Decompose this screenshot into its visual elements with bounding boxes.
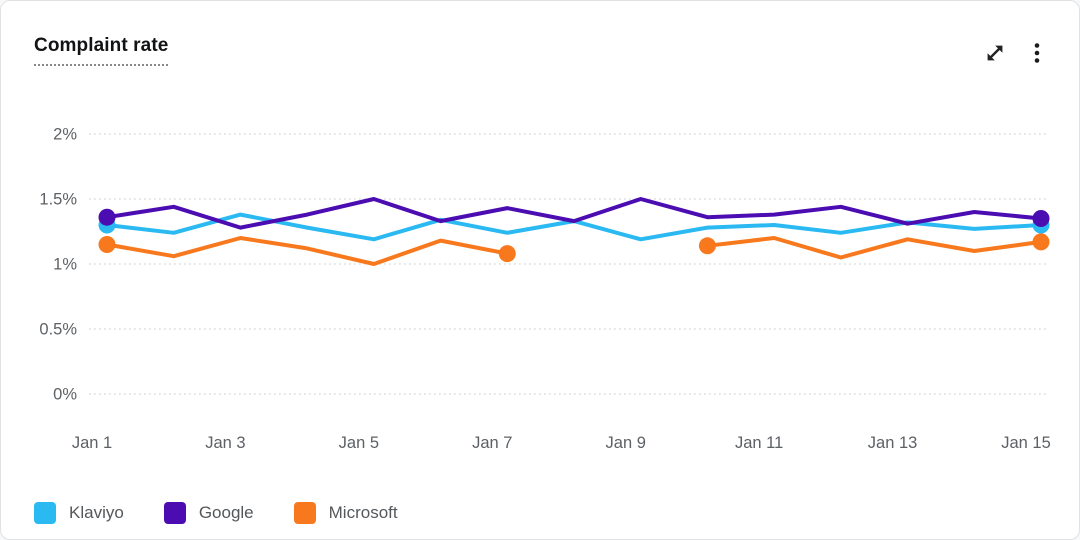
chart-title: Complaint rate xyxy=(34,35,169,66)
x-tick-label: Jan 7 xyxy=(472,434,512,452)
data-point-google xyxy=(1032,210,1050,227)
legend-swatch-google xyxy=(163,502,186,524)
data-point-microsoft xyxy=(698,237,716,255)
card-header: Complaint rate xyxy=(34,35,169,66)
more-options-button[interactable] xyxy=(1025,41,1049,65)
data-point-microsoft xyxy=(1032,233,1050,251)
y-tick-label: 0% xyxy=(53,386,77,404)
legend-swatch-microsoft xyxy=(293,502,316,524)
x-tick-label: Jan 15 xyxy=(1001,434,1051,452)
y-tick-label: 1% xyxy=(53,256,77,274)
x-tick-label: Jan 9 xyxy=(606,434,646,452)
series-line-microsoft xyxy=(705,236,1043,260)
expand-button[interactable] xyxy=(983,41,1007,65)
header-actions xyxy=(983,41,1049,65)
data-point-microsoft xyxy=(498,245,516,263)
legend-item-klaviyo[interactable]: Klaviyo xyxy=(34,502,124,524)
x-tick-label: Jan 3 xyxy=(205,434,245,452)
kebab-menu-icon xyxy=(1034,43,1040,63)
complaint-rate-chart: 0% 0.5% 1% 1.5% 2% Jan 1 Jan 3 Jan 5 Jan 7 Jan 9 J… xyxy=(39,126,1051,453)
expand-icon xyxy=(987,45,1003,61)
legend: Klaviyo Google Microsoft xyxy=(34,502,398,524)
legend-item-google[interactable]: Google xyxy=(163,502,254,524)
legend-label-klaviyo: Klaviyo xyxy=(69,503,124,522)
y-tick-label: 2% xyxy=(53,126,77,144)
data-point-google xyxy=(98,208,116,226)
legend-label-google: Google xyxy=(198,503,254,522)
series-line-google xyxy=(105,197,1043,230)
legend-item-microsoft[interactable]: Microsoft xyxy=(293,502,398,524)
legend-swatch-klaviyo xyxy=(34,502,56,524)
series-line-microsoft xyxy=(105,236,510,266)
data-point-microsoft xyxy=(98,236,116,253)
x-tick-label: Jan 1 xyxy=(72,434,112,452)
x-tick-label: Jan 11 xyxy=(735,434,783,452)
legend-label-microsoft: Microsoft xyxy=(328,503,398,522)
y-tick-label: 0.5% xyxy=(39,321,77,339)
y-tick-label: 1.5% xyxy=(39,191,77,209)
x-tick-label: Jan 13 xyxy=(868,434,918,452)
x-tick-label: Jan 5 xyxy=(339,434,379,452)
